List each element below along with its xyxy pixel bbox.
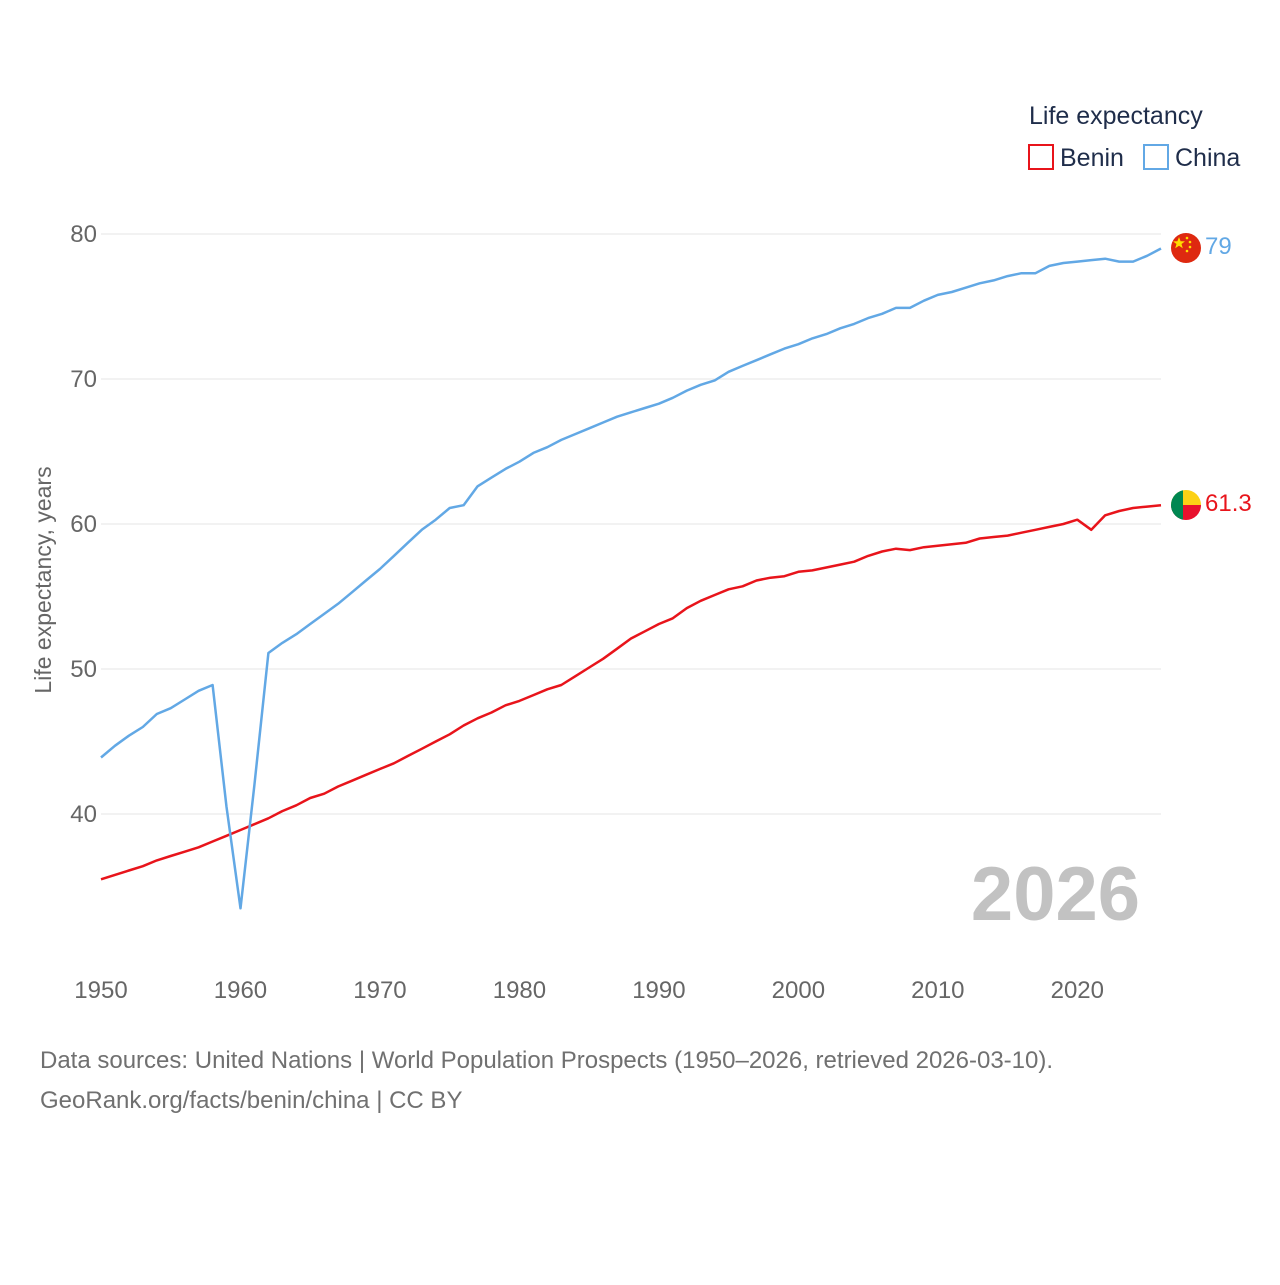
y-tick-label: 50 [70, 656, 97, 683]
benin-end-value: 61.3 [1205, 490, 1252, 517]
legend-label-benin[interactable]: Benin [1060, 144, 1124, 172]
legend-label-china[interactable]: China [1175, 144, 1240, 172]
y-axis-title: Life expectancy, years [30, 466, 56, 693]
legend-swatch-china[interactable] [1143, 144, 1169, 170]
y-tick-label: 40 [70, 801, 97, 828]
x-tick-label: 1960 [214, 977, 267, 1004]
grid-lines [101, 233, 1161, 815]
x-tick-label: 2010 [911, 977, 964, 1004]
legend-swatch-benin[interactable] [1028, 144, 1054, 170]
series-line-benin[interactable] [100, 503, 1162, 881]
legend-title: Life expectancy [1029, 102, 1203, 130]
x-tick-label: 1950 [74, 977, 127, 1004]
x-tick-label: 2020 [1051, 977, 1104, 1004]
y-tick-label: 80 [70, 221, 97, 248]
china-flag-icon [1171, 233, 1201, 263]
series-lines [100, 247, 1162, 910]
x-tick-label: 1970 [353, 977, 406, 1004]
x-tick-label: 1980 [493, 977, 546, 1004]
axis-ticks: 40 50 60 70 80 1950 1960 1970 1980 1990 2000 2010 20… [70, 221, 1104, 1004]
x-tick-label: 2000 [772, 977, 825, 1004]
source-line-2[interactable]: GeoRank.org/facts/benin/china | CC BY [40, 1087, 462, 1114]
x-tick-label: 1990 [632, 977, 685, 1004]
china-end-value: 79 [1205, 233, 1232, 260]
legend: Life expectancy Benin China [1028, 102, 1240, 172]
source-line-1: Data sources: United Nations | World Pop… [40, 1047, 1053, 1074]
end-markers: 79 61.3 [1171, 233, 1252, 520]
benin-flag-icon [1171, 490, 1201, 520]
series-line-china[interactable] [100, 247, 1162, 910]
y-tick-label: 60 [70, 511, 97, 538]
year-watermark: 2026 [971, 852, 1140, 937]
y-tick-label: 70 [70, 366, 97, 393]
